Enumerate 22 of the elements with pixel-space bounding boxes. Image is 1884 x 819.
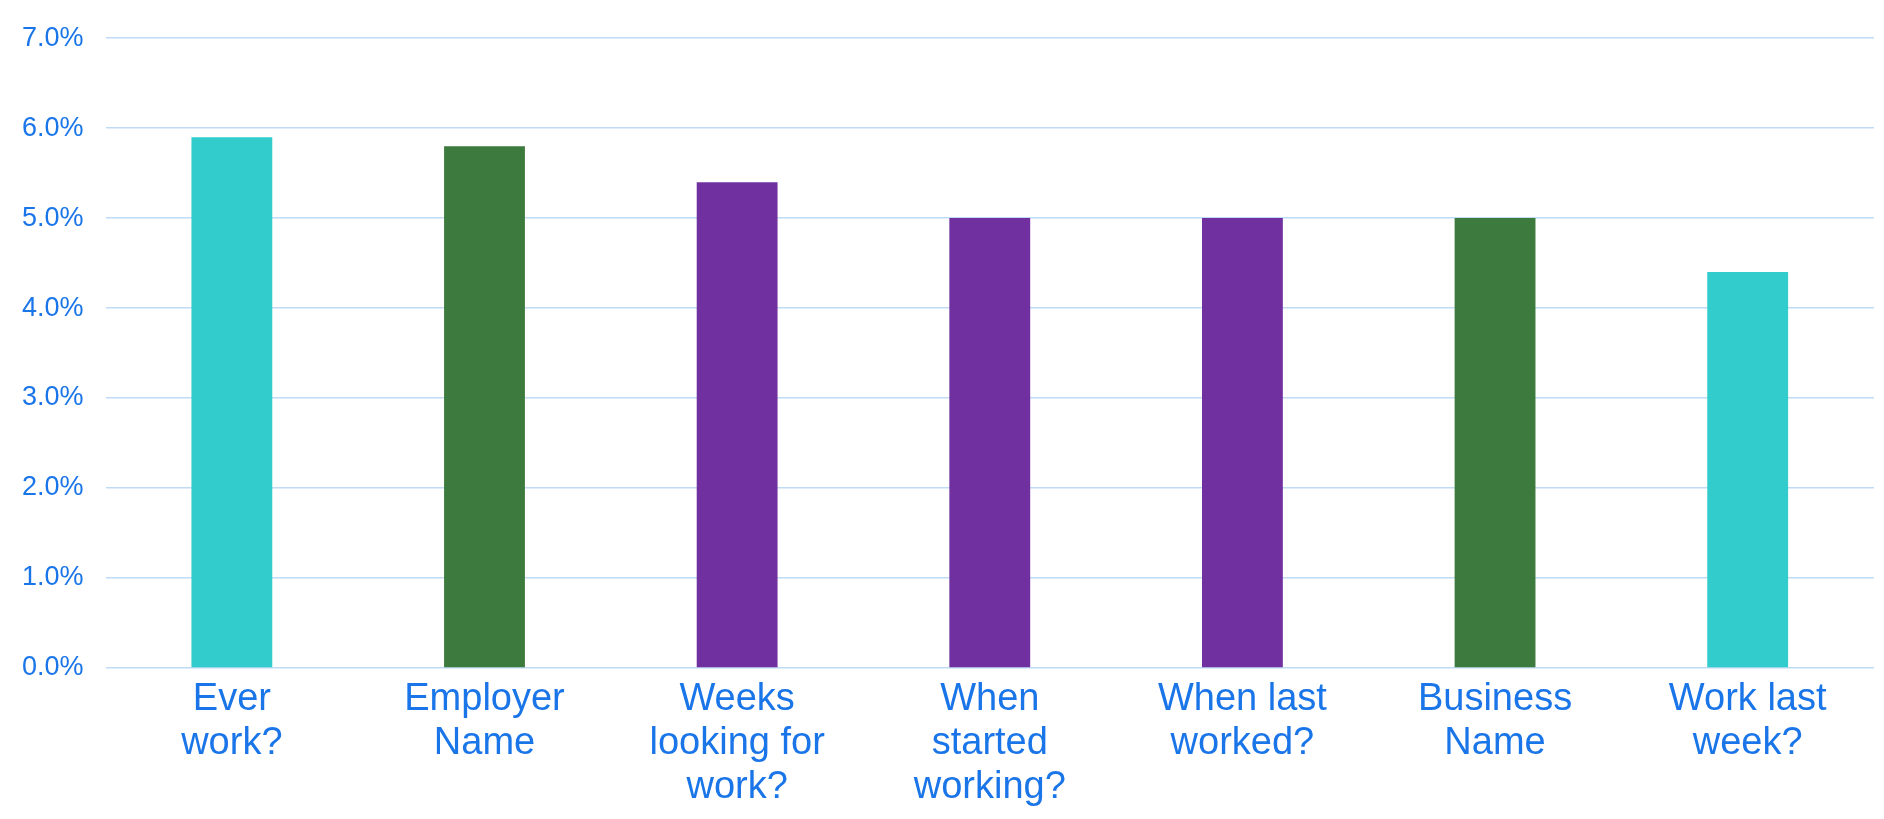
x-tick-label: Business Name [1417, 676, 1573, 762]
y-tick-label: 1.0% [21, 561, 84, 592]
x-tick-label: Employer Name [404, 676, 566, 762]
bar [696, 182, 778, 668]
bar [444, 146, 525, 668]
x-tick-label: Work last week? [1668, 676, 1827, 762]
y-tick-label: 2.0% [21, 471, 84, 502]
y-tick-label: 3.0% [21, 381, 84, 412]
y-tick-label: 5.0% [21, 201, 84, 232]
x-tick-label: When started working? [912, 676, 1066, 806]
bar [949, 218, 1031, 668]
x-tick-label: Weeks looking for work? [649, 676, 826, 806]
y-tick-label: 7.0% [21, 21, 84, 52]
bar [1707, 272, 1789, 668]
x-tick-label: Ever work? [180, 676, 283, 762]
y-tick-label: 6.0% [21, 111, 84, 142]
bar [1454, 218, 1536, 668]
y-tick-label: 0.0% [21, 651, 84, 682]
x-tick-label: When last worked? [1157, 676, 1328, 762]
y-tick-label: 4.0% [21, 291, 84, 322]
bar [1201, 218, 1283, 668]
bar [191, 137, 273, 668]
